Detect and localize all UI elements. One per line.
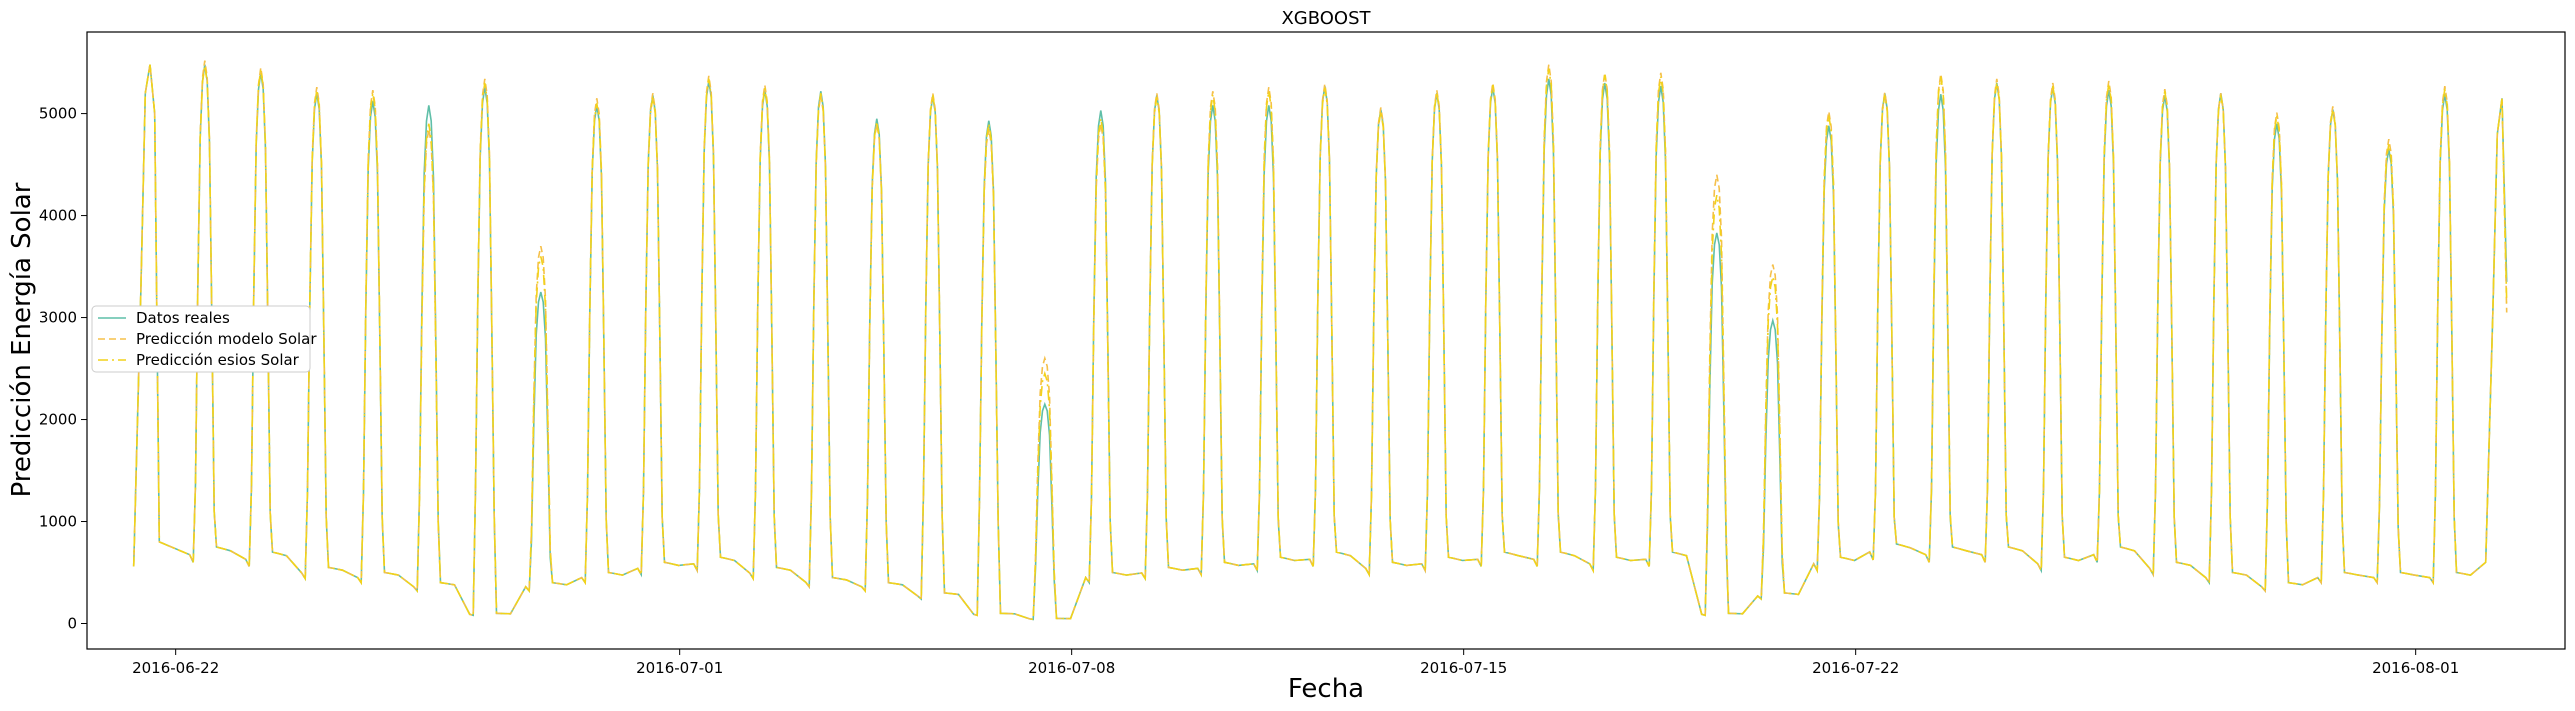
series-layer (132, 60, 2508, 621)
x-tick-label: 2016-07-08 (1028, 659, 1115, 677)
x-tick-label: 2016-07-15 (1420, 659, 1507, 677)
x-axis: 2016-06-22 2016-07-01 2016-07-08 2016-07-15… (132, 649, 2459, 677)
legend: Datos reales Predicción modelo Solar Predi… (91, 305, 317, 373)
y-tick-label: 0 (67, 615, 77, 633)
legend-label: Predicción modelo Solar (136, 330, 317, 348)
y-axis-title: Predicción Energía Solar (7, 182, 37, 497)
plot-frame (86, 31, 2566, 650)
series-line-2 (132, 60, 2508, 621)
y-tick-label: 4000 (39, 207, 77, 225)
x-tick-label: 2016-06-22 (132, 659, 219, 677)
legend-label: Predicción esios Solar (136, 351, 300, 369)
y-tick-label: 3000 (39, 309, 77, 327)
x-tick-label: 2016-07-22 (1812, 659, 1899, 677)
x-tick-label: 2016-07-01 (636, 659, 723, 677)
legend-label: Datos reales (136, 309, 230, 327)
x-axis-title: Fecha (1288, 674, 1364, 704)
legend-box (91, 305, 311, 373)
y-tick-label: 1000 (39, 513, 77, 531)
x-tick-label: 2016-08-01 (2372, 659, 2459, 677)
chart-title: XGBOOST (1281, 8, 1371, 29)
y-tick-label: 5000 (39, 105, 77, 123)
y-tick-label: 2000 (39, 411, 77, 429)
y-axis: 0 1000 2000 3000 4000 5000 (39, 105, 87, 633)
series-line-3 (132, 64, 2508, 621)
